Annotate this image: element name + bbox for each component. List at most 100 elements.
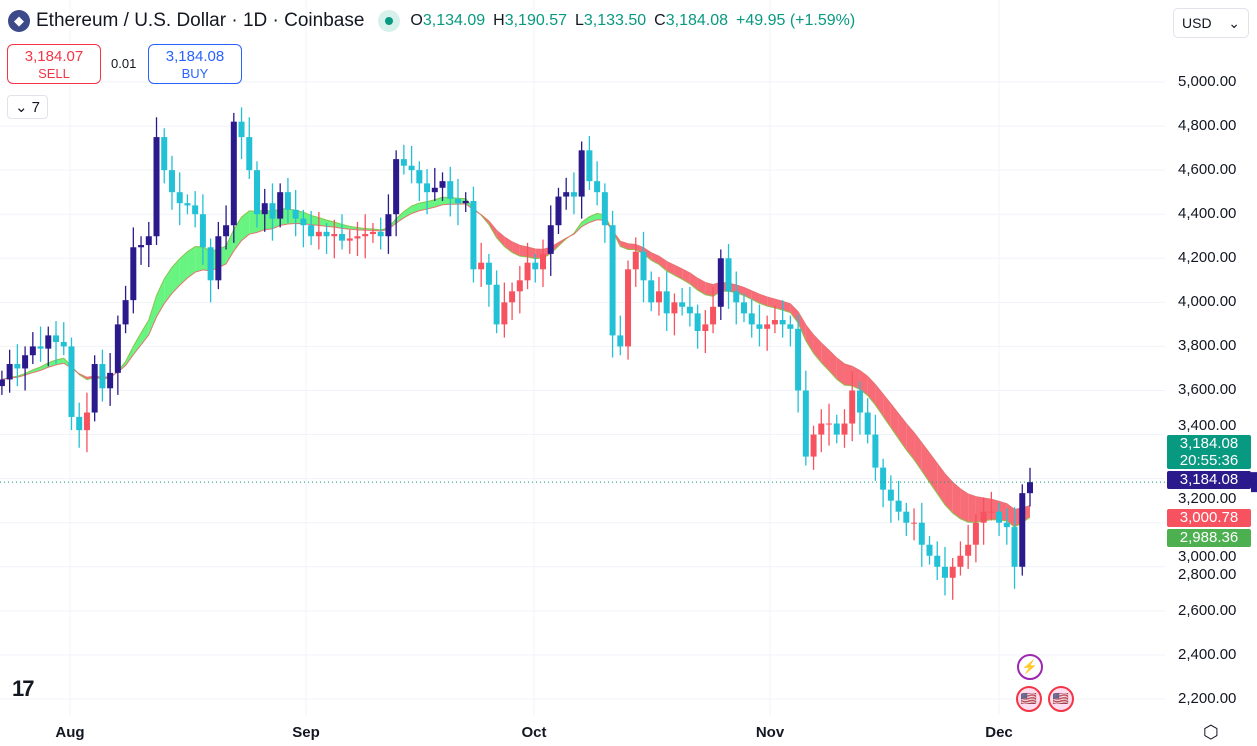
candle-body: [45, 335, 52, 349]
low-label: L: [574, 12, 584, 29]
indicators-toggle[interactable]: ⌄ 7: [7, 95, 48, 119]
symbol-header: ◆ Ethereum / U.S. Dollar · 1D · Coinbase…: [8, 10, 855, 32]
candle-body: [83, 412, 90, 431]
price-tick: 4,600.00: [1178, 161, 1237, 179]
ma-ribbon-segment: [883, 394, 891, 428]
change-value: +49.95 (+1.59%): [736, 12, 856, 29]
candle-body: [14, 364, 21, 369]
candle-body: [408, 165, 415, 171]
lightning-event-icon[interactable]: ⚡: [1017, 654, 1043, 680]
us-flag-event-icon[interactable]: 🇺🇸: [1016, 686, 1042, 712]
candle-body: [516, 280, 523, 292]
last-price-label: 3,184.08 20:55:36: [1167, 435, 1251, 469]
candle-body: [972, 522, 979, 545]
candle-body: [841, 423, 848, 435]
candle-body: [594, 181, 601, 193]
candle-body: [462, 200, 469, 204]
candle-body: [176, 192, 183, 204]
candle-body: [424, 183, 431, 193]
ma-ribbon-segment: [968, 493, 976, 523]
candle-body: [454, 198, 461, 204]
candle-body: [207, 247, 214, 281]
market-status-icon[interactable]: [378, 10, 401, 32]
ma-ribbon-segment: [658, 256, 667, 271]
tradingview-logo[interactable]: 17: [12, 676, 35, 701]
candle-body: [431, 187, 438, 193]
slow-ma-line: [1, 203, 1031, 510]
candle-body: [362, 234, 369, 237]
ma-ribbon-segment: [944, 473, 953, 514]
settings-icon[interactable]: ⬡: [1203, 722, 1219, 742]
time-tick: Sep: [292, 724, 320, 741]
ma-ribbon-segment: [798, 311, 806, 341]
currency-value: USD: [1182, 15, 1212, 31]
ma-ribbon-segment: [241, 210, 250, 241]
ma-ribbon-segment: [960, 488, 969, 523]
ma-ribbon-segment: [342, 224, 350, 230]
sell-button[interactable]: 3,184.07 SELL: [7, 44, 101, 84]
candle-body: [710, 306, 717, 325]
buy-button[interactable]: 3,184.08 BUY: [148, 44, 242, 84]
ma-ribbon-segment: [442, 197, 451, 205]
candle-body: [779, 319, 786, 325]
candle-body: [810, 434, 817, 457]
ma-ribbon-segment: [171, 258, 180, 294]
candle-body: [68, 346, 75, 417]
ma-ribbon-segment: [829, 350, 837, 380]
ma-ribbon-segment: [40, 362, 49, 371]
candle-body: [601, 192, 608, 226]
candle-body: [91, 364, 98, 413]
ma-ribbon-segment: [782, 301, 791, 313]
buy-price: 3,184.08: [165, 48, 225, 65]
candle-body: [377, 231, 384, 237]
candle-body: [1019, 493, 1026, 567]
candle-body: [300, 218, 307, 226]
candle-body: [826, 423, 833, 425]
candle-body: [524, 262, 531, 281]
us-flag-event-icon[interactable]: 🇺🇸: [1048, 686, 1074, 712]
candle-body: [540, 253, 547, 270]
ma-ribbon-segment: [759, 294, 768, 307]
low-value: 3,133.50: [583, 12, 647, 29]
candle-body: [648, 280, 655, 303]
ma-ribbon-segment: [249, 210, 257, 235]
candle-body: [617, 335, 624, 347]
ma-ribbon-segment: [512, 241, 520, 257]
ma-ribbon-segment: [257, 210, 265, 233]
candle-body: [980, 511, 987, 523]
ma-ribbon-segment: [179, 251, 188, 286]
candle-body: [655, 291, 662, 303]
candle-body: [663, 291, 670, 314]
ma-ribbon-segment: [821, 342, 830, 371]
candle-body: [331, 234, 338, 237]
fast-ma-line: [1, 196, 1031, 528]
open-label: O: [410, 12, 423, 29]
candle-body: [570, 192, 577, 197]
ma-ribbon-segment: [767, 296, 775, 308]
price-tick: 4,800.00: [1178, 117, 1237, 135]
symbol-title[interactable]: Ethereum / U.S. Dollar · 1D · Coinbase: [36, 10, 365, 31]
candle-body: [911, 522, 918, 524]
candle-body: [246, 137, 253, 171]
candle-body: [114, 324, 121, 373]
candle-body: [918, 522, 925, 545]
candle-body: [400, 159, 407, 166]
ma-ribbon-segment: [141, 319, 149, 345]
price-tick: 4,000.00: [1178, 293, 1237, 311]
ma-ribbon-segment: [805, 324, 814, 354]
candle-body: [586, 150, 593, 182]
price-tick: 3,800.00: [1178, 337, 1237, 355]
candle-body: [887, 489, 894, 501]
candle-body: [6, 364, 13, 380]
ma-ribbon-segment: [628, 243, 636, 250]
spread: 0.01: [111, 56, 137, 71]
ma-ribbon-segment: [643, 247, 652, 261]
price-marker: [1251, 472, 1257, 493]
candle-body: [346, 238, 353, 241]
candle-body: [315, 231, 322, 237]
candle-body: [733, 291, 740, 303]
candle-body: [748, 313, 755, 325]
ma-ribbon-segment: [635, 244, 644, 254]
currency-select[interactable]: USD ⌄: [1173, 8, 1249, 38]
